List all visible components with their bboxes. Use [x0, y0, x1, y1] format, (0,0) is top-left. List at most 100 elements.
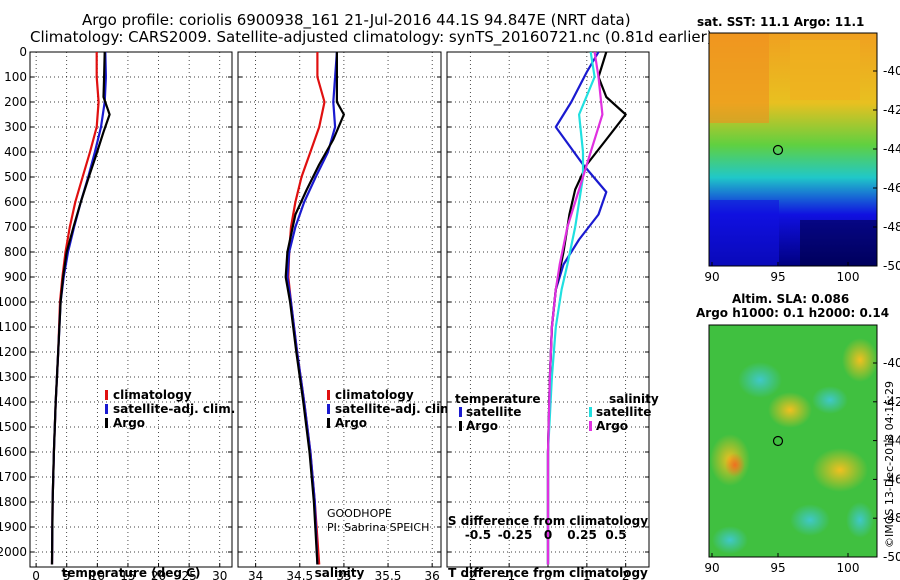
legend-label: satellite-adj. clim.: [335, 402, 457, 416]
depth-tick-label: 1000: [0, 295, 27, 309]
depth-tick-label: 500: [4, 170, 27, 184]
x-tick-label: -2: [464, 569, 476, 580]
legend-swatch: [327, 418, 330, 428]
depth-tick-label: 600: [4, 195, 27, 209]
annotation-line2: PI: Sabrina SPEICH: [327, 521, 429, 534]
map-y-tick: -50: [883, 550, 900, 564]
map-y-tick: -40: [883, 64, 900, 78]
sst-argo-marker: [772, 144, 784, 156]
depth-tick-label: 2000: [0, 545, 27, 559]
plot-frame: [29, 51, 233, 568]
x-tick-label: 30: [212, 569, 227, 580]
sla-argo-marker: [772, 435, 784, 447]
legend-swatch: [459, 407, 462, 417]
map-x-tick: 95: [770, 561, 785, 575]
map-x-tick: 90: [704, 270, 719, 284]
legend-swatch: [589, 421, 592, 431]
depth-tick-label: 1300: [0, 370, 27, 384]
series-line-argo: [284, 52, 345, 565]
legend-swatch: [459, 421, 462, 431]
x-tick-label: 35: [336, 569, 351, 580]
x-tick-label: 10: [90, 569, 105, 580]
x-axis-label: temperature (deg C): [62, 566, 201, 580]
map-x-tick: 100: [837, 561, 860, 575]
depth-tick-label: 1400: [0, 395, 27, 409]
depth-tick-label: 1200: [0, 345, 27, 359]
legend-label: Argo: [466, 419, 498, 433]
legend-swatch: [105, 404, 108, 414]
sla-map: Altim. SLA: 0.086 Argo h1000: 0.1 h2000:…: [696, 292, 900, 575]
depth-tick-label: 400: [4, 145, 27, 159]
legend-swatch: [589, 407, 592, 417]
map-y-tick: -50: [883, 259, 900, 273]
legend-swatch: [327, 404, 330, 414]
x-tick-label: 34: [248, 569, 263, 580]
x-tick-label: 15: [120, 569, 135, 580]
x-tick-label: 0: [544, 569, 552, 580]
s-tick-label: -0.25: [498, 528, 533, 542]
depth-tick-label: 100: [4, 70, 27, 84]
map-y-tick: -42: [883, 395, 900, 409]
x-tick-label: 2: [622, 569, 630, 580]
legend-label: climatology: [113, 388, 192, 402]
plot-frame: [237, 51, 442, 568]
s-tick-label: -0.5: [465, 528, 491, 542]
x-axis-label: salinity: [315, 566, 365, 580]
x-tick-label: 5: [63, 569, 71, 580]
legend-salinity-title: salinity: [609, 392, 659, 406]
salinity-panel: 34 34.5 35 35.5 36 salinity climatologysatelli…: [237, 51, 457, 580]
depth-tick-label: 1900: [0, 520, 27, 534]
legend-label: satellite: [466, 405, 521, 419]
map-y-tick: -46: [883, 472, 900, 486]
map-x-tick: 100: [837, 270, 860, 284]
legend-label: Argo: [113, 416, 145, 430]
series-line-argo: [50, 51, 111, 565]
depth-tick-label: 0: [19, 45, 27, 59]
sst-map-title: sat. SST: 11.1 Argo: 11.1: [697, 15, 864, 29]
depth-tick-label: 1700: [0, 470, 27, 484]
legend-label: satellite-adj. clim.: [113, 402, 235, 416]
legend-label: satellite: [596, 405, 651, 419]
top-axis-label: S difference from climatology: [448, 514, 648, 528]
depth-tick-label: 700: [4, 220, 27, 234]
series-line-s-argo: [546, 51, 604, 565]
depth-tick-label: 900: [4, 270, 27, 284]
depth-tick-label: 200: [4, 95, 27, 109]
legend-swatch: [327, 390, 330, 400]
temperature-panel: 0100200300400500600700800900100011001200…: [0, 45, 235, 580]
x-tick-label: 0: [32, 569, 40, 580]
map-y-tick: -48: [883, 511, 900, 525]
depth-tick-label: 1600: [0, 445, 27, 459]
x-tick-label: 36: [425, 569, 440, 580]
s-tick-label: 0.5: [605, 528, 626, 542]
sla-map-title: Altim. SLA: 0.086: [732, 292, 849, 306]
legend-swatch: [105, 390, 108, 400]
series-line-s-satellite: [546, 51, 596, 565]
x-tick-label: 35.5: [375, 569, 402, 580]
chart-title-line1: Argo profile: coriolis 6900938_161 21-Ju…: [82, 11, 631, 29]
map-y-tick: -48: [883, 220, 900, 234]
x-tick-label: 25: [182, 569, 197, 580]
sla-map-subtitle: Argo h1000: 0.1 h2000: 0.14: [696, 306, 889, 320]
map-y-tick: -44: [883, 434, 900, 448]
legend-label: climatology: [335, 388, 414, 402]
s-tick-label: 0: [544, 528, 552, 542]
depth-tick-label: 1800: [0, 495, 27, 509]
imos-stamp: ©IMOS 13-Dec-2018 04:16:29: [883, 381, 896, 548]
difference-panel: -2 -1 0 1 2T difference from climatology temp…: [446, 51, 659, 580]
map-x-tick: 95: [770, 270, 785, 284]
map-y-tick: -40: [883, 356, 900, 370]
legend-temperature-title: temperature: [455, 392, 540, 406]
depth-tick-label: 1500: [0, 420, 27, 434]
x-tick-label: 20: [151, 569, 166, 580]
legend-label: Argo: [596, 419, 628, 433]
x-tick-label: 1: [583, 569, 591, 580]
x-tick-label: 34.5: [286, 569, 313, 580]
sst-map: sat. SST: 11.1 Argo: 11.1 90 95 100 -40 -42 -…: [697, 15, 900, 284]
depth-tick-label: 300: [4, 120, 27, 134]
map-y-tick: -42: [883, 103, 900, 117]
x-tick-label: -1: [503, 569, 515, 580]
map-y-tick: -46: [883, 181, 900, 195]
x-axis-label: T difference from climatology: [448, 566, 648, 580]
